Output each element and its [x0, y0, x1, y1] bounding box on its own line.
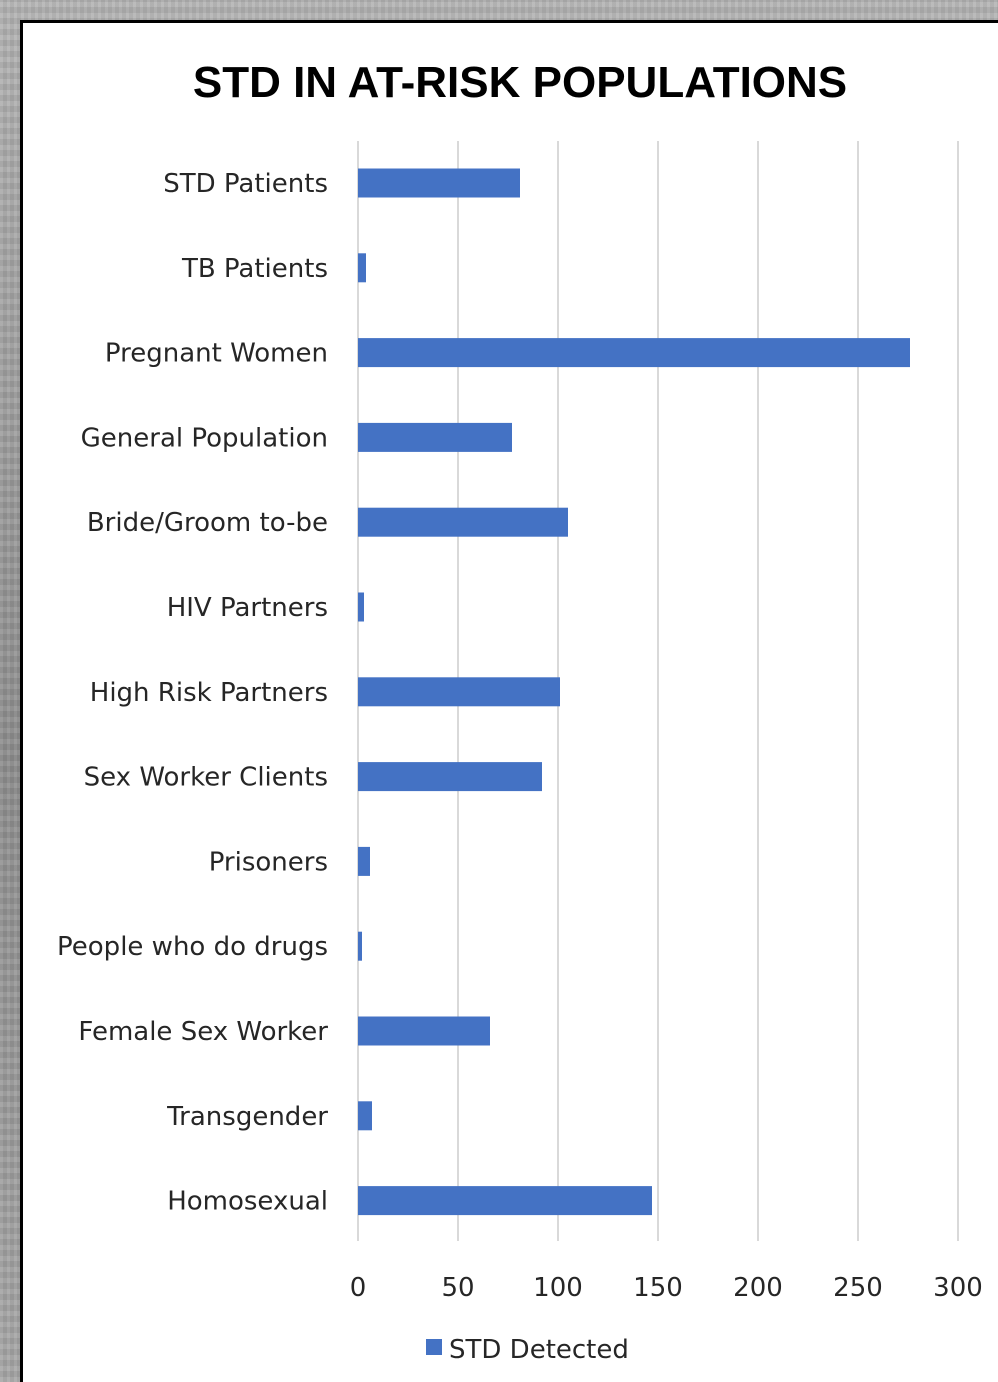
- bar: [358, 507, 568, 537]
- bar: [358, 422, 512, 452]
- category-label: General Population: [81, 423, 328, 453]
- category-label: Pregnant Women: [105, 339, 328, 369]
- category-label: Prisoners: [209, 847, 328, 877]
- x-tick-label: 150: [633, 1273, 683, 1303]
- x-tick-label: 300: [933, 1273, 983, 1303]
- bar: [358, 1101, 372, 1131]
- x-tick-label: 200: [733, 1273, 783, 1303]
- category-label: Bride/Groom to-be: [87, 508, 328, 538]
- legend-label: STD Detected: [449, 1335, 629, 1365]
- bar: [358, 846, 370, 876]
- category-label: Sex Worker Clients: [84, 763, 328, 793]
- bar: [358, 168, 520, 198]
- x-tick-label: 250: [833, 1273, 883, 1303]
- legend: STD Detected: [426, 1335, 629, 1365]
- bar: [358, 592, 364, 622]
- bar: [358, 338, 910, 368]
- category-label: High Risk Partners: [90, 678, 328, 708]
- category-label: Homosexual: [167, 1187, 328, 1217]
- x-tick-label: 50: [441, 1273, 474, 1303]
- category-label: Female Sex Worker: [78, 1017, 328, 1047]
- category-label: TB Patients: [181, 254, 328, 284]
- bar: [358, 677, 560, 707]
- bars: [358, 168, 910, 1216]
- category-label: HIV Partners: [167, 593, 328, 623]
- category-label: People who do drugs: [57, 932, 328, 962]
- bar: [358, 253, 366, 283]
- bar: [358, 1016, 490, 1046]
- x-tick-label: 100: [533, 1273, 583, 1303]
- bar-chart: STD IN AT-RISK POPULATIONS STD Patients T…: [57, 58, 983, 1365]
- bar: [358, 1186, 652, 1216]
- category-labels: STD Patients TB Patients Pregnant Women Gen…: [57, 169, 328, 1217]
- x-axis-tick-labels: 0 50 100 150 200 250 300: [350, 1273, 983, 1303]
- bar: [358, 762, 542, 792]
- category-label: STD Patients: [163, 169, 328, 199]
- chart-title: STD IN AT-RISK POPULATIONS: [193, 58, 847, 107]
- category-label: Transgender: [166, 1102, 328, 1132]
- x-tick-label: 0: [350, 1273, 367, 1303]
- bar: [358, 931, 362, 961]
- chart-frame: STD IN AT-RISK POPULATIONS STD Patients T…: [20, 20, 998, 1382]
- legend-swatch: [426, 1339, 442, 1355]
